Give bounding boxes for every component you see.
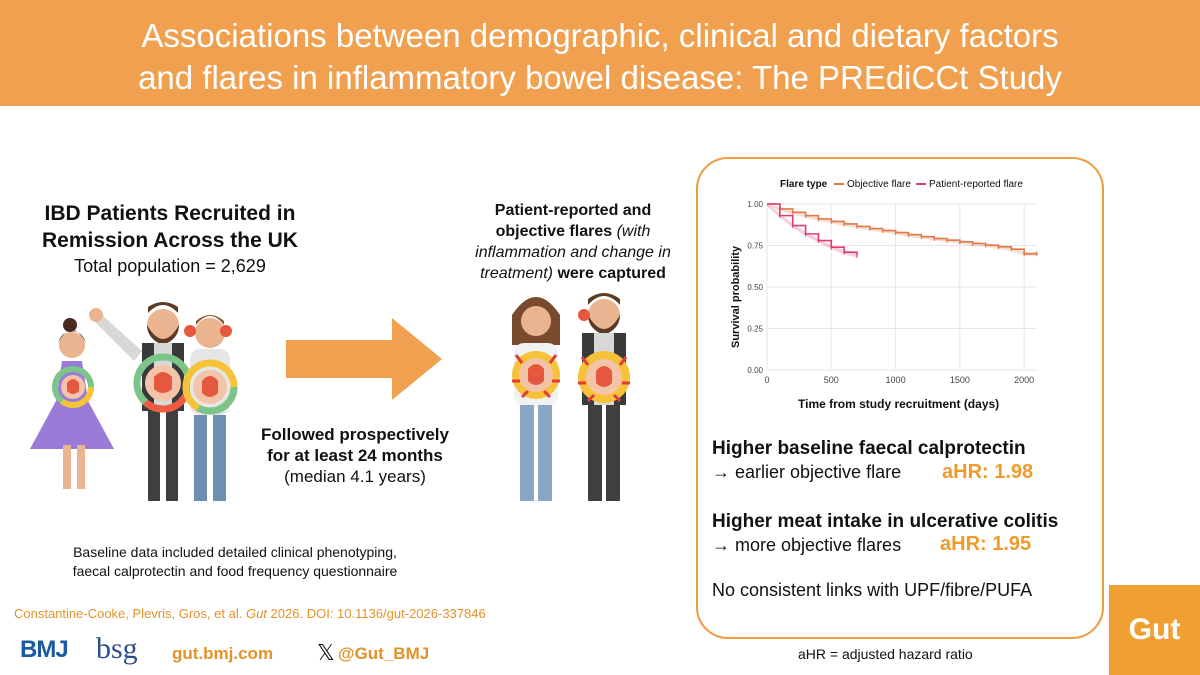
patients-group-illustration [30, 302, 238, 501]
gut-journal-logo: Gut [1109, 585, 1200, 675]
baseline-line-2: faecal calprotectin and food frequency q… [72, 563, 398, 579]
social-handle-link[interactable]: @Gut_BMJ [338, 644, 430, 663]
flares-italic: (with inflammation and change in treatme… [475, 223, 671, 282]
website-link[interactable]: gut.bmj.com [172, 644, 274, 663]
citation-authors: Constantine-Cooke, Plevris, Gros, et al. [14, 606, 243, 621]
y-tick-label: 0.50 [747, 283, 763, 292]
legend-item-patient: Patient-reported flare [929, 179, 1023, 190]
flares-bold-b: were captured [557, 265, 666, 282]
x-tick-label: 2000 [1014, 375, 1034, 385]
patient-man-middle-figure [89, 302, 193, 501]
title-line-2: and flares in inflammatory bowel disease… [138, 59, 1062, 96]
bmj-logo: BMJ [20, 636, 69, 663]
flares-captured-text: Patient-reported and objective flares (w… [468, 200, 678, 284]
finding-2-text: → more objective flares [712, 535, 902, 555]
finding-1-title: Higher baseline faecal calprotectin [712, 438, 1026, 459]
flare-patients-illustration [512, 293, 630, 501]
x-axis-label: Time from study recruitment (days) [798, 397, 999, 411]
finding-3-text: No consistent links with UPF/fibre/PUFA [712, 580, 1033, 600]
flare-woman-figure [512, 297, 560, 501]
patient-man-right-figure [182, 315, 238, 501]
finding-2-title: Higher meat intake in ulcerative colitis [712, 511, 1059, 532]
x-social-icon: 𝕏 [317, 640, 335, 665]
recruitment-title: IBD Patients Recruited in Remission Acro… [42, 202, 298, 252]
x-tick-label: 0 [764, 375, 769, 385]
chart-tick-labels: 0.00 0.25 0.50 0.75 1.00 0 500 1000 1500 2000 [747, 200, 1034, 385]
title-line-1: Associations between demographic, clinic… [141, 17, 1059, 54]
chart-gridlines [766, 203, 1037, 371]
finding-2-hr: aHR: 1.95 [940, 533, 1032, 555]
series-band-0 [767, 204, 1037, 256]
x-tick-label: 500 [824, 375, 839, 385]
followup-bold: Followed prospectively for at least 24 m… [261, 425, 449, 465]
y-tick-label: 0.75 [747, 242, 763, 251]
finding-1-text: → earlier objective flare [712, 462, 902, 482]
baseline-data-text: Baseline data included detailed clinical… [40, 543, 430, 581]
followup-text: Followed prospectively for at least 24 m… [254, 424, 456, 487]
bsg-logo: bsg [96, 632, 138, 665]
baseline-line-1: Baseline data included detailed clinical… [73, 544, 397, 560]
y-tick-label: 1.00 [747, 200, 763, 209]
abbreviation-note: aHR = adjusted hazard ratio [798, 646, 973, 662]
y-axis-label: Survival probability [730, 245, 742, 348]
title-banner: Associations between demographic, clinic… [0, 0, 1200, 106]
legend-item-objective: Objective flare [847, 179, 911, 190]
patient-woman-left-figure [30, 318, 114, 489]
x-tick-label: 1500 [950, 375, 970, 385]
y-tick-label: 0.00 [747, 366, 763, 375]
y-tick-label: 0.25 [747, 325, 763, 334]
finding-1-hr: aHR: 1.98 [942, 461, 1034, 483]
x-tick-label: 1000 [886, 375, 906, 385]
flares-bold-a: Patient-reported and objective flares [494, 202, 652, 240]
citation-journal: Gut [245, 606, 267, 621]
survival-chart: Flare type Objective flare Patient-repor… [730, 179, 1038, 411]
flare-man-figure [578, 293, 630, 501]
citation-rest: 2026. DOI: 10.1136/gut-2026-337846 [270, 606, 486, 621]
citation: Constantine-Cooke, Plevris, Gros, et al.… [14, 606, 486, 621]
recruitment-population: Total population = 2,629 [74, 256, 266, 276]
chart-series [767, 203, 1038, 258]
legend-title: Flare type [780, 179, 828, 190]
series-line-0 [767, 203, 1037, 255]
progression-arrow-icon [286, 318, 442, 400]
followup-median: (median 4.1 years) [284, 467, 426, 486]
